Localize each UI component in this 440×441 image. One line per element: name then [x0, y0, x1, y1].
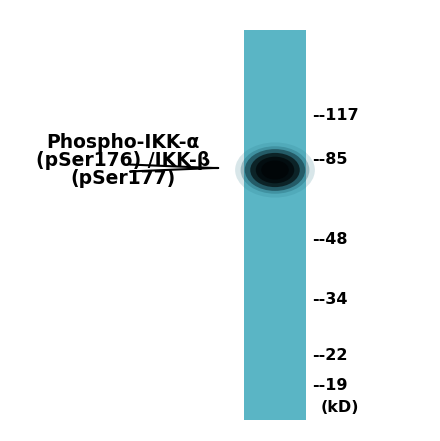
Ellipse shape — [245, 149, 305, 191]
Text: --34: --34 — [312, 292, 348, 307]
Text: Phospho-IKK-α: Phospho-IKK-α — [47, 132, 200, 152]
Text: (pSer177): (pSer177) — [70, 168, 176, 187]
Ellipse shape — [235, 142, 315, 198]
Text: --19: --19 — [312, 377, 348, 392]
Ellipse shape — [261, 161, 289, 179]
Text: --85: --85 — [312, 153, 348, 168]
Bar — [244, 30, 306, 420]
Ellipse shape — [250, 153, 300, 187]
Text: --22: --22 — [312, 348, 348, 363]
Text: --48: --48 — [312, 232, 348, 247]
Ellipse shape — [241, 146, 309, 194]
Ellipse shape — [256, 157, 294, 183]
Text: --117: --117 — [312, 108, 359, 123]
Text: (pSer176) /IKK-β: (pSer176) /IKK-β — [36, 150, 210, 169]
Text: (kD): (kD) — [320, 400, 359, 415]
